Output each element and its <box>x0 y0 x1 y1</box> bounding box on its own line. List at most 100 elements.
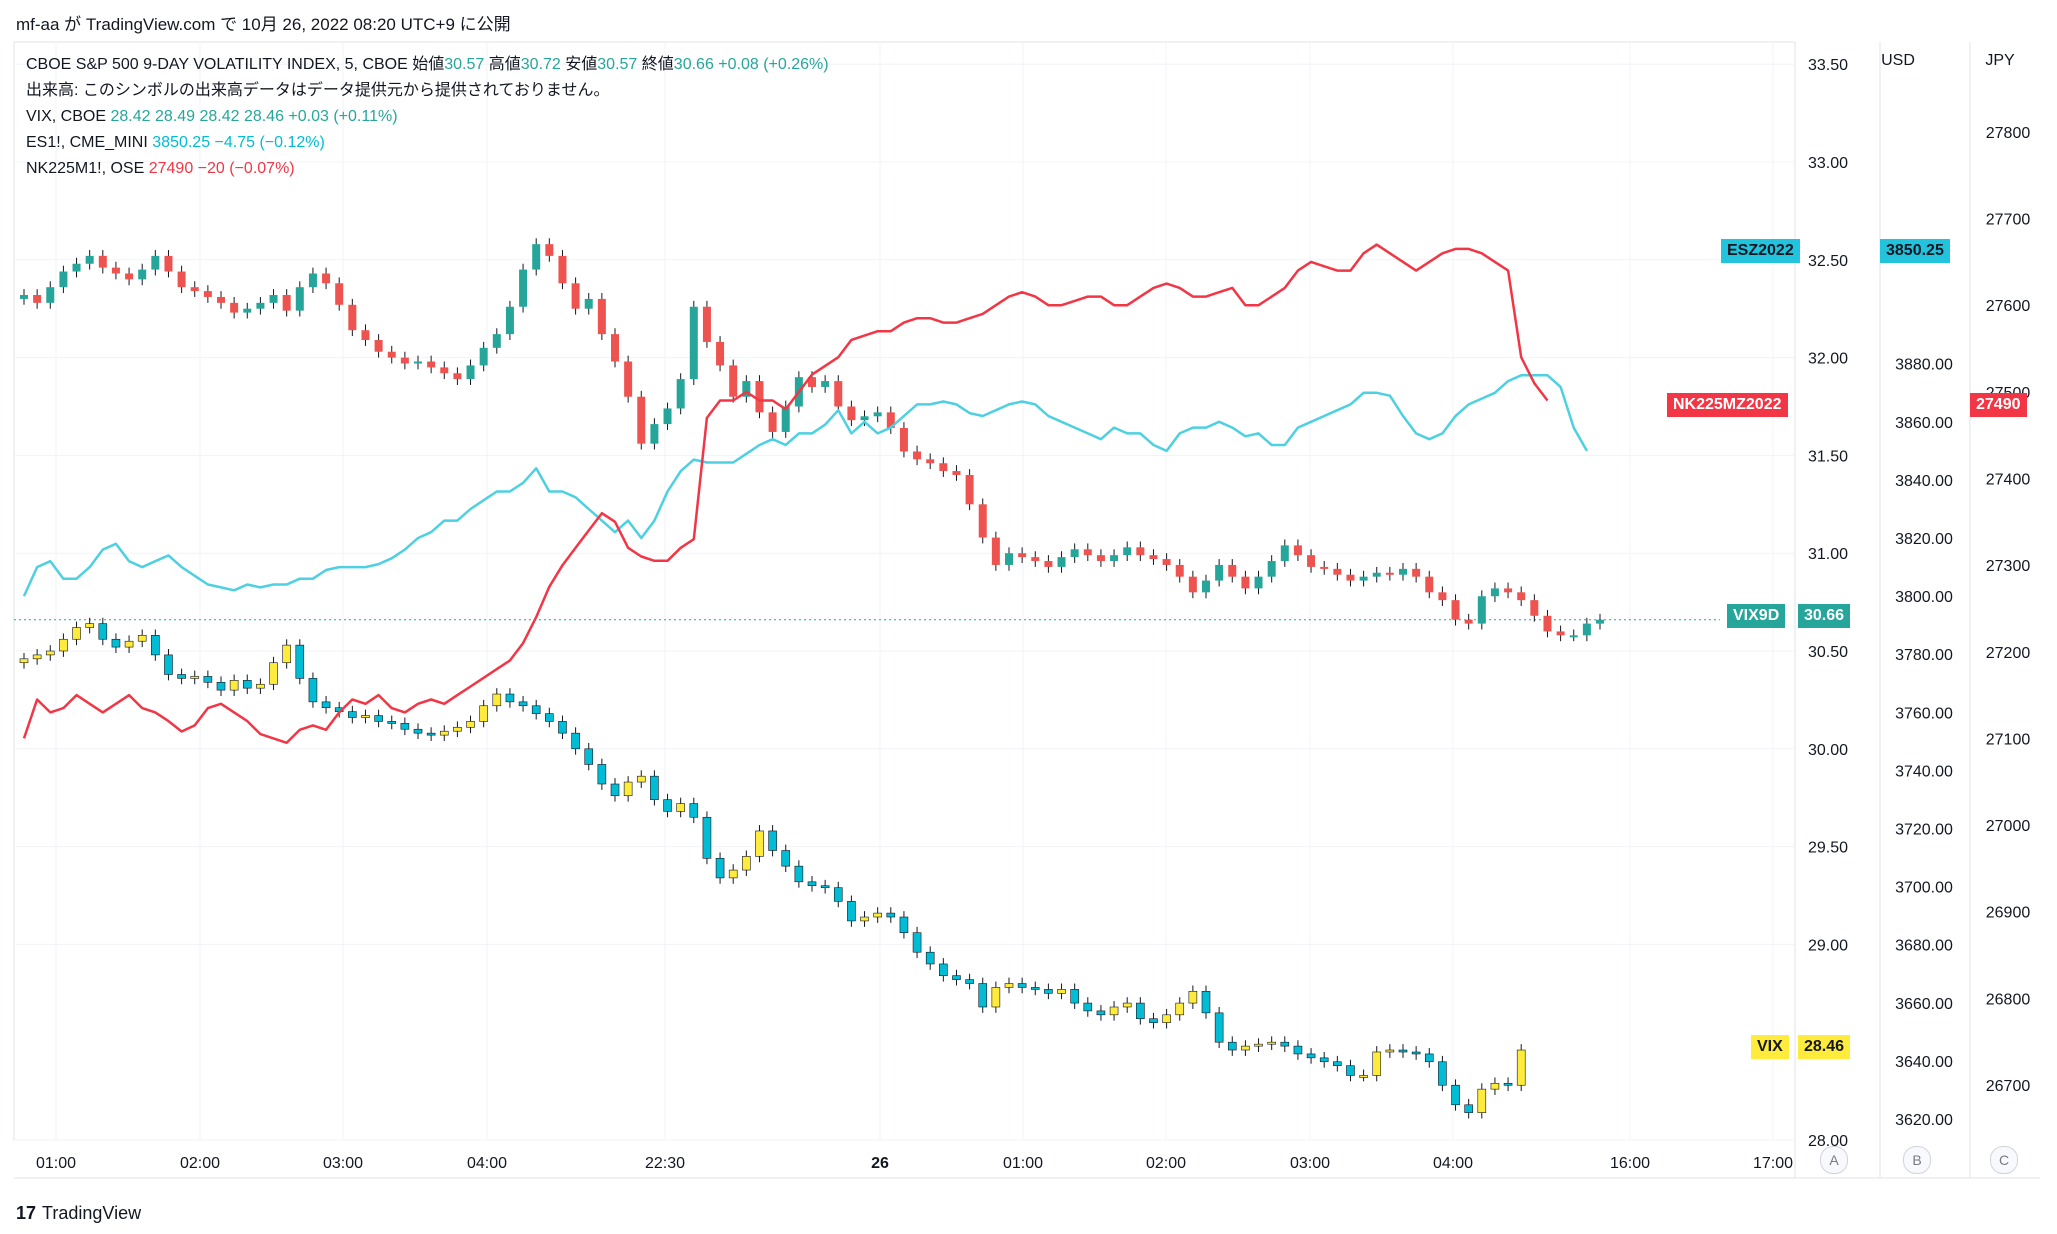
vix9d-candle <box>952 471 961 475</box>
vix-candle <box>1188 991 1198 1004</box>
vix9d-value: 30.66 <box>1804 607 1845 624</box>
legend-nk[interactable]: NK225M1!, OSE 27490 −20 (−0.07%) <box>26 156 829 182</box>
vix9d-candle <box>295 287 304 311</box>
vix-candle <box>1070 989 1079 1004</box>
vix-label-badge: VIX <box>1751 1035 1789 1059</box>
usd-tick-label: 3800.00 <box>1895 589 1953 606</box>
jpy-tick-label: 26800 <box>1986 991 2031 1008</box>
vix9d-candle <box>46 287 55 303</box>
vix-candle <box>833 887 843 902</box>
vix-candle <box>426 732 436 736</box>
legend-vix[interactable]: VIX, CBOE 28.42 28.49 28.42 28.46 +0.03 … <box>26 104 829 130</box>
vix9d-candle <box>453 373 462 380</box>
vix9d-candle <box>466 365 475 380</box>
vix9d-candle <box>808 377 816 387</box>
vix9d-candle <box>1556 631 1565 636</box>
vix9d-candle <box>308 273 317 288</box>
vix9d-candle <box>177 271 186 288</box>
vix-candle <box>111 638 121 648</box>
publish-info: mf-aa が TradingView.com で 10月 26, 2022 0… <box>16 15 511 34</box>
legend-es[interactable]: ES1!, CME_MINI 3850.25 −4.75 (−0.12%) <box>26 130 829 156</box>
vix-candle <box>439 730 449 736</box>
vix-candle <box>453 726 462 732</box>
vix-candle <box>531 705 541 714</box>
vix9d-candle <box>164 255 173 272</box>
volume-note: 出来高: このシンボルの出来高データはデータ提供元から提供されておりません。 <box>26 82 610 99</box>
vix-candle <box>282 644 291 664</box>
legend-main[interactable]: CBOE S&P 500 9-DAY VOLATILITY INDEX, 5, … <box>26 52 829 78</box>
vix9d-candle <box>125 273 134 280</box>
vix9d-candle <box>348 304 357 331</box>
vix9d-candle <box>1070 549 1079 558</box>
usd-tick-label: 3720.00 <box>1895 822 1953 839</box>
vix9d-candle <box>886 412 895 429</box>
vix9d-candle <box>440 367 449 374</box>
vix9d-candle <box>427 361 436 368</box>
esz-line <box>22 374 1588 597</box>
vix9d-candle <box>203 291 212 297</box>
jpy-tick-label: 27700 <box>1986 212 2031 229</box>
jpy-tick-label: 26700 <box>1986 1078 2031 1095</box>
vix-candle <box>781 850 791 867</box>
vix9d-candle <box>322 273 331 284</box>
time-tick-label: 03:00 <box>323 1155 363 1172</box>
vix-candle <box>1241 1045 1250 1051</box>
vix-name: VIX, CBOE <box>26 108 107 125</box>
vix-candle <box>794 865 804 883</box>
high-value: 30.72 <box>520 56 561 73</box>
usd-tick-label: 3880.00 <box>1895 357 1953 374</box>
vix-candle <box>374 715 383 722</box>
price-tick-label: 30.50 <box>1808 644 1848 661</box>
vix-candle <box>59 638 68 652</box>
vix-candle <box>19 658 29 664</box>
vix9d-candle <box>1162 559 1171 565</box>
vix-candle <box>164 654 173 675</box>
plot-frame <box>13 41 1796 1141</box>
price-tick-label: 31.50 <box>1808 448 1848 465</box>
vix9d-label-badge: VIX9D <box>1727 604 1786 628</box>
price-tick-label: 33.00 <box>1808 155 1848 172</box>
vix9d-value-badge: 30.66 <box>1798 604 1851 628</box>
usd-tick-label: 3700.00 <box>1895 880 1953 897</box>
vix9d-candle <box>1333 568 1342 575</box>
time-tick-label: 01:00 <box>1003 1155 1043 1172</box>
vix-candle <box>610 783 620 797</box>
vix-candle <box>1477 1088 1487 1113</box>
vix9d-candle <box>1096 555 1105 562</box>
vix-candle <box>1083 1002 1093 1012</box>
low-label: 安値 <box>565 56 598 73</box>
vix-candle <box>584 748 594 765</box>
usd-tick-label: 3660.00 <box>1895 996 1953 1013</box>
chart-legend: CBOE S&P 500 9-DAY VOLATILITY INDEX, 5, … <box>26 52 829 182</box>
vix9d-candle <box>1477 596 1486 624</box>
nk-values: 27490 −20 (−0.07%) <box>148 160 295 177</box>
vix-candle <box>1162 1014 1171 1023</box>
scale-button-a[interactable]: A <box>1820 1146 1848 1174</box>
vix-candle <box>571 732 580 750</box>
vix-candle <box>98 623 108 640</box>
vix9d-candle <box>1438 592 1447 601</box>
vix-candle <box>295 644 305 679</box>
price-tick-label: 31.00 <box>1808 546 1848 563</box>
vix9d-candle <box>768 412 777 432</box>
vix-candle <box>216 681 226 691</box>
vix9d-candle <box>991 537 1000 565</box>
close-label: 終値 <box>641 56 674 73</box>
vix9d-candle <box>269 295 278 303</box>
vix9d-candle <box>1490 588 1499 597</box>
vix9d-candle <box>1188 576 1197 593</box>
vix9d-candle <box>571 283 580 309</box>
vix-candle <box>1306 1053 1316 1059</box>
vix9d-label: VIX9D <box>1733 607 1780 624</box>
vix-candle <box>1227 1041 1237 1051</box>
vix9d-candle <box>624 361 633 397</box>
vix9d-candle <box>479 347 488 366</box>
vix9d-candle <box>755 381 764 413</box>
vix-candle <box>1333 1061 1342 1066</box>
scale-button-c[interactable]: C <box>1990 1146 2018 1174</box>
vix9d-candle <box>676 379 685 409</box>
vix9d-candle <box>1307 555 1316 567</box>
scale-button-b[interactable]: B <box>1903 1146 1931 1174</box>
vix9d-candle <box>138 269 147 280</box>
